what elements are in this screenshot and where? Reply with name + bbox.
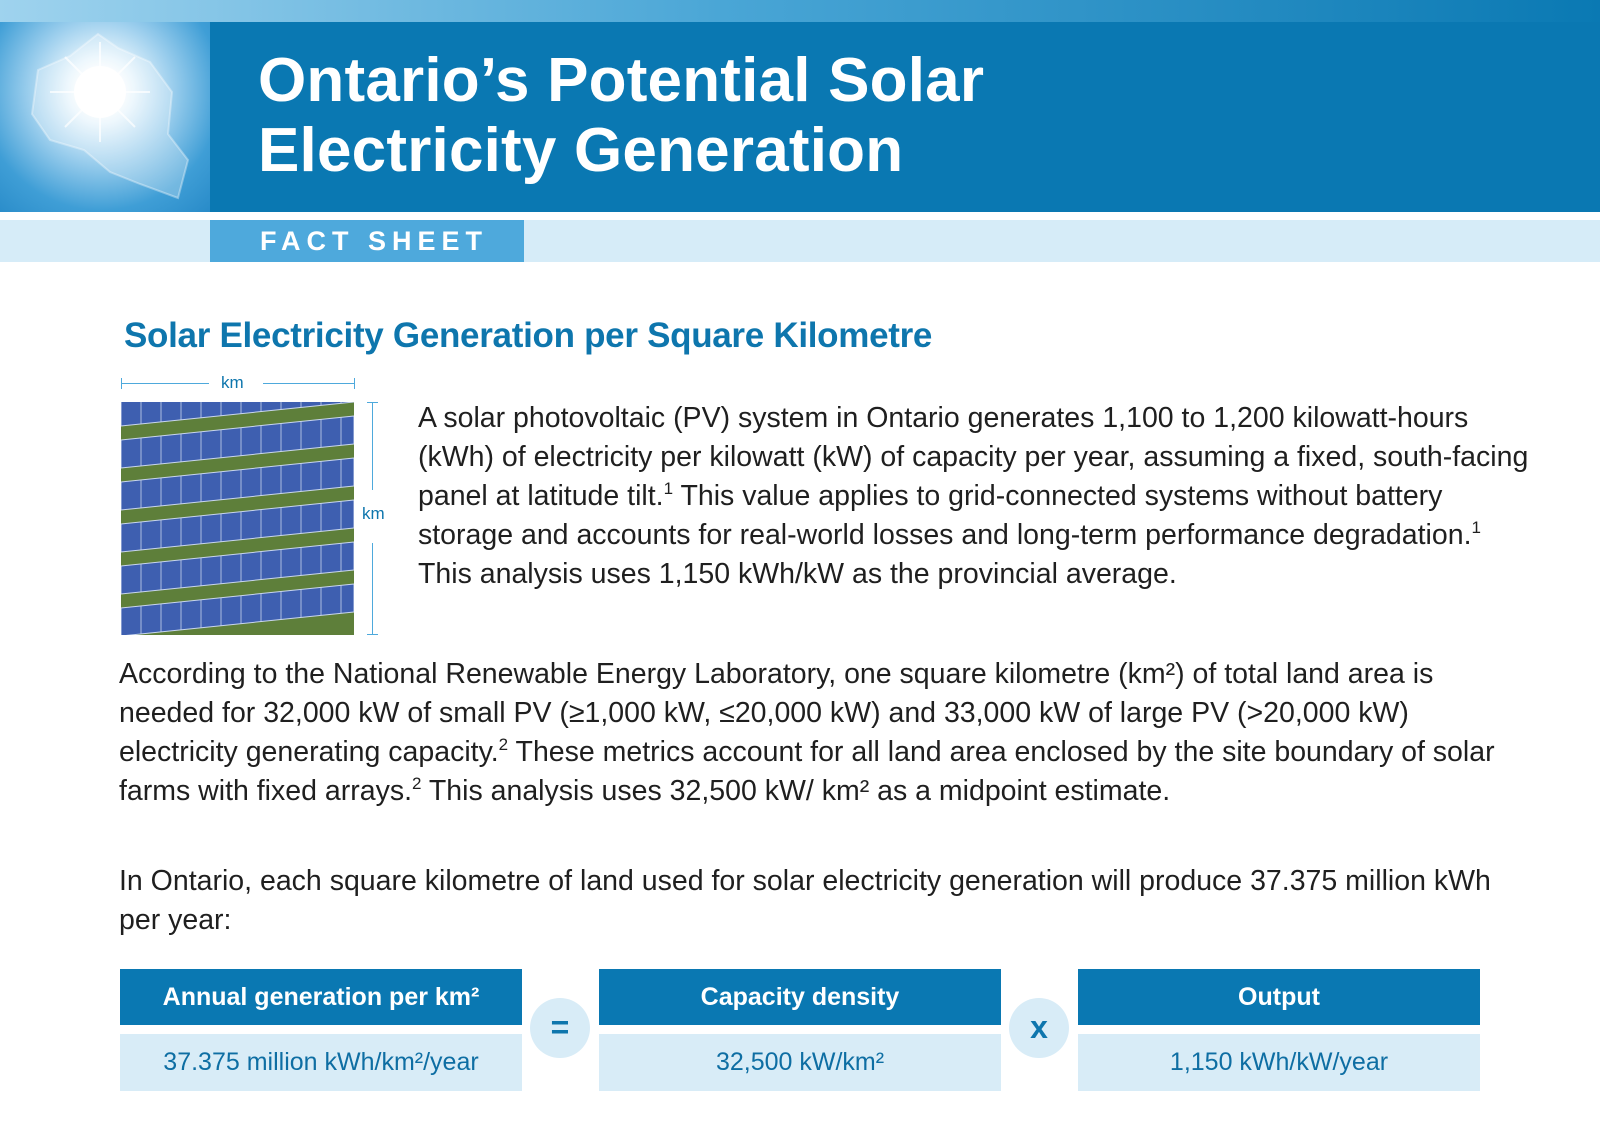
ontario-sun-icon xyxy=(0,22,210,212)
paragraph-text: According to the National Renewable Ener… xyxy=(119,658,1434,768)
equation-value-output: 1,150 kWh/kW/year xyxy=(1078,1034,1480,1091)
header-top-strip xyxy=(0,0,1600,22)
dimension-label-side: km xyxy=(362,504,385,523)
fact-sheet-tag: FACT SHEET xyxy=(210,220,524,262)
equation-value-capacity-density: 32,500 kW/km² xyxy=(599,1034,1001,1091)
paragraph-text: This analysis uses 1,150 kWh/kW as the p… xyxy=(418,558,1177,590)
equation-header-annual-generation: Annual generation per km² xyxy=(120,969,522,1025)
paragraph-pv-generation: A solar photovoltaic (PV) system in Onta… xyxy=(418,399,1538,594)
dimension-tick xyxy=(354,378,355,389)
equation-value-annual-generation: 37.375 million kWh/km²/year xyxy=(120,1034,522,1091)
paragraph-text: These metrics account for all land area … xyxy=(119,736,1495,807)
footnote-ref: 1 xyxy=(663,479,674,498)
title-line-2: Electricity Generation xyxy=(258,116,904,185)
dimension-side: km xyxy=(362,402,392,635)
footnote-ref: 2 xyxy=(498,735,509,754)
panel-row xyxy=(121,583,354,635)
panel-row xyxy=(121,457,354,511)
section-title: Solar Electricity Generation per Square … xyxy=(124,316,933,355)
dimension-tick xyxy=(367,634,378,635)
multiply-operator: x xyxy=(1009,998,1069,1058)
paragraph-land-area: According to the National Renewable Ener… xyxy=(119,655,1499,811)
dimension-label-top: km xyxy=(221,373,244,392)
paragraph-text: A solar photovoltaic (PV) system in Onta… xyxy=(418,402,1529,512)
equals-operator: = xyxy=(530,998,590,1058)
panel-row xyxy=(121,415,354,469)
solar-panels-photo xyxy=(121,402,354,635)
dimension-line xyxy=(263,383,355,384)
dimension-top: km xyxy=(121,373,355,393)
page-title: Ontario’s Potential Solar Electricity Ge… xyxy=(258,46,1358,186)
footnote-ref: 2 xyxy=(412,774,422,793)
equation-header-output: Output xyxy=(1078,969,1480,1025)
dimension-line xyxy=(372,402,373,490)
title-line-1: Ontario’s Potential Solar xyxy=(258,46,985,115)
panel-row xyxy=(121,541,354,595)
header-band xyxy=(0,22,1600,212)
panel-row xyxy=(121,499,354,553)
equation-header-capacity-density: Capacity density xyxy=(599,969,1001,1025)
panel-row xyxy=(121,402,354,427)
dimension-line xyxy=(372,543,373,635)
footnote-ref: 1 xyxy=(1471,518,1481,537)
paragraph-text: This analysis uses 32,500 kW/ km² as a m… xyxy=(421,775,1171,807)
dimension-line xyxy=(121,383,209,384)
paragraph-text: This value applies to grid-connected sys… xyxy=(418,480,1472,551)
paragraph-summary: In Ontario, each square kilometre of lan… xyxy=(119,865,1491,936)
